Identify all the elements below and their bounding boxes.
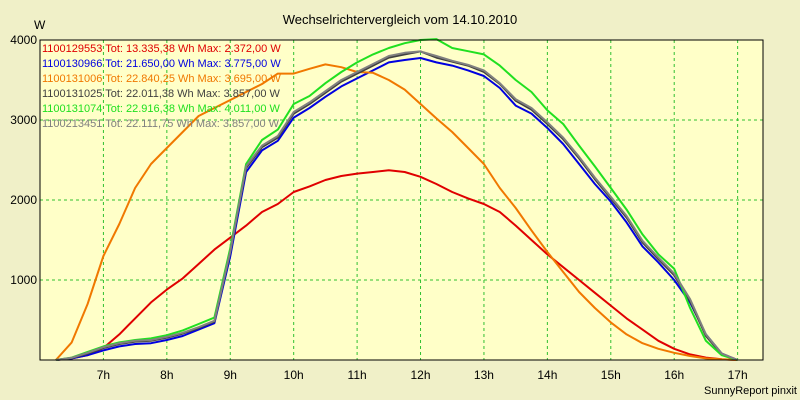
x-tick-label-10: 10h <box>284 368 304 382</box>
x-tick-label-11: 11h <box>348 368 367 382</box>
legend-entry-1100213451: 1100213451 Tot: 22.111,75 Wh Max: 3.857,… <box>42 118 280 130</box>
legend-entry-1100130966: 1100130966 Tot: 21.650,00 Wh Max: 3.775,… <box>42 58 281 70</box>
x-tick-label-14: 14h <box>537 368 557 382</box>
series-line-1100131006 <box>55 63 738 361</box>
series-line-1100129553 <box>55 169 738 361</box>
x-tick-label-17: 17h <box>728 368 748 382</box>
chart-title: Wechselrichtervergleich vom 14.10.2010 <box>283 12 518 27</box>
x-tick-label-16: 16h <box>664 368 684 382</box>
series-line-1100213451 <box>55 50 738 361</box>
y-tick-label-2000: 2000 <box>10 193 37 207</box>
y-tick-label-3000: 3000 <box>10 113 37 127</box>
y-tick-label-4000: 4000 <box>10 33 37 47</box>
footer-text: SunnyReport pinxit <box>704 385 797 397</box>
x-tick-label-9: 9h <box>224 368 237 382</box>
series-line-1100130966 <box>55 57 738 361</box>
x-tick-label-13: 13h <box>474 368 494 382</box>
legend-entry-1100129553: 1100129553 Tot: 13.335,38 Wh Max: 2.372,… <box>42 43 281 55</box>
legend-entry-1100131006: 1100131006 Tot: 22.840,25 Wh Max: 3.695,… <box>42 73 281 85</box>
legend-entry-1100131025: 1100131025 Tot: 22.011,38 Wh Max: 3.857,… <box>42 88 281 100</box>
plot-frame <box>39 39 764 361</box>
x-tick-label-7: 7h <box>97 368 110 382</box>
y-tick-label-1000: 1000 <box>10 273 37 287</box>
legend-entry-1100131074: 1100131074 Tot: 22.916,38 Wh Max: 4.011,… <box>42 103 281 115</box>
plot-area: 1000 2000 3000 4000 7h 8h 9h 10h 11h 12h 13h 14h 15h… <box>10 33 764 382</box>
y-axis-label: W <box>34 18 46 32</box>
x-tick-label-8: 8h <box>160 368 173 382</box>
x-tick-label-15: 15h <box>601 368 621 382</box>
x-tick-label-12: 12h <box>411 368 431 382</box>
series-line-1100131074 <box>55 38 738 361</box>
